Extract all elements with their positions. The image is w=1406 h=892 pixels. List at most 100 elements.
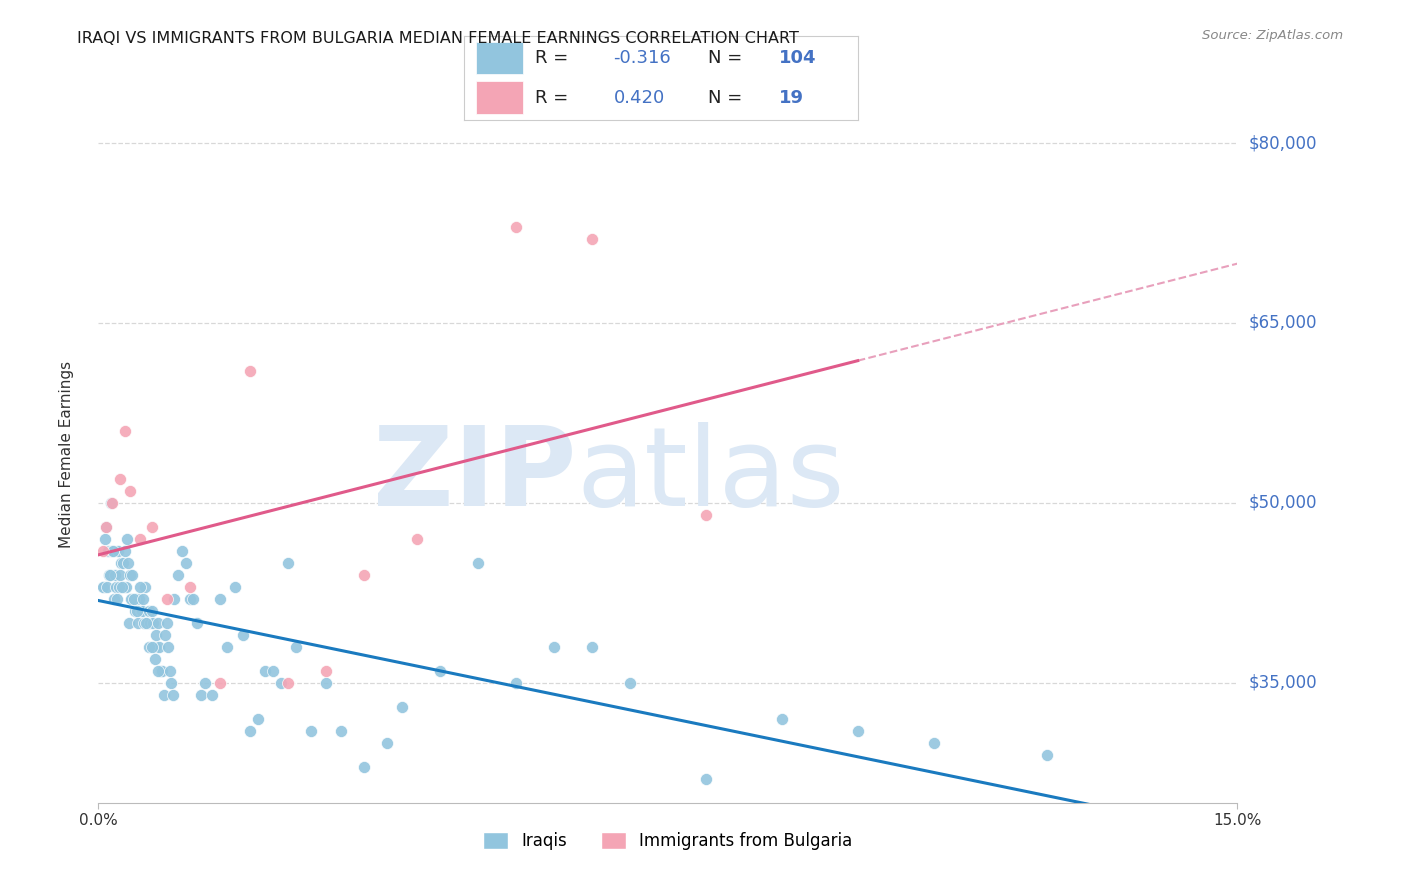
Point <box>239 364 262 378</box>
Point <box>179 591 201 606</box>
Point <box>96 544 118 558</box>
Point <box>1036 747 1059 762</box>
Point <box>108 567 131 582</box>
Y-axis label: Median Female Earnings: Median Female Earnings <box>59 361 75 549</box>
Point <box>581 640 603 654</box>
Point <box>254 664 277 678</box>
Point <box>186 615 208 630</box>
Point <box>91 580 114 594</box>
Point <box>103 591 125 606</box>
Point <box>120 567 142 582</box>
Point <box>98 567 121 582</box>
Point <box>179 580 201 594</box>
Point <box>391 699 413 714</box>
Point <box>156 615 179 630</box>
Point <box>148 640 170 654</box>
Text: $50,000: $50,000 <box>1249 494 1317 512</box>
Point <box>127 604 149 618</box>
Point <box>190 688 212 702</box>
Point <box>129 580 152 594</box>
Point <box>141 640 163 654</box>
Point <box>770 712 793 726</box>
Point <box>120 483 142 498</box>
Point <box>163 591 186 606</box>
Legend: Iraqis, Immigrants from Bulgaria: Iraqis, Immigrants from Bulgaria <box>477 826 859 857</box>
Point <box>111 556 134 570</box>
Point <box>104 567 127 582</box>
Point <box>138 604 160 618</box>
Point <box>122 591 145 606</box>
Point <box>406 532 429 546</box>
Point <box>93 580 115 594</box>
Point <box>315 676 337 690</box>
Point <box>94 520 117 534</box>
Point <box>128 591 150 606</box>
Text: Source: ZipAtlas.com: Source: ZipAtlas.com <box>1202 29 1343 42</box>
Text: N =: N = <box>709 88 748 106</box>
Point <box>143 640 166 654</box>
Point <box>101 544 124 558</box>
Point <box>543 640 565 654</box>
Point <box>107 544 129 558</box>
Point <box>505 676 527 690</box>
Point <box>277 676 299 690</box>
Point <box>149 664 172 678</box>
Point <box>160 676 183 690</box>
Point <box>148 664 170 678</box>
Point <box>232 628 254 642</box>
Point <box>152 688 174 702</box>
Point <box>183 591 205 606</box>
Point <box>101 544 124 558</box>
Point <box>146 615 169 630</box>
Point <box>156 591 179 606</box>
Text: -0.316: -0.316 <box>613 49 671 67</box>
Point <box>846 723 869 738</box>
Bar <box>475 81 523 113</box>
Point <box>284 640 307 654</box>
Point <box>122 591 145 606</box>
Point <box>129 604 152 618</box>
Point <box>375 736 398 750</box>
Point <box>201 688 224 702</box>
Point <box>141 604 163 618</box>
Point <box>194 676 217 690</box>
Point <box>121 567 143 582</box>
Point <box>353 760 375 774</box>
Point <box>132 591 155 606</box>
Point <box>132 615 155 630</box>
Point <box>120 591 142 606</box>
Point <box>131 604 153 618</box>
Point <box>581 232 603 246</box>
Point <box>124 604 146 618</box>
Text: 0.420: 0.420 <box>613 88 665 106</box>
Text: 19: 19 <box>779 88 804 106</box>
Point <box>150 664 173 678</box>
Point <box>129 532 152 546</box>
Point <box>162 688 184 702</box>
Point <box>110 556 132 570</box>
Point <box>922 736 945 750</box>
Point <box>217 640 239 654</box>
Point <box>94 520 117 534</box>
Point <box>114 580 136 594</box>
Point <box>170 544 193 558</box>
Point <box>262 664 284 678</box>
Text: $35,000: $35,000 <box>1249 673 1317 692</box>
Point <box>167 567 190 582</box>
Point <box>100 496 122 510</box>
Point <box>127 615 149 630</box>
Point <box>695 508 717 522</box>
Point <box>157 640 180 654</box>
Point <box>101 496 124 510</box>
Point <box>117 556 139 570</box>
Point <box>246 712 269 726</box>
Point <box>141 520 163 534</box>
Point <box>619 676 641 690</box>
Text: $80,000: $80,000 <box>1249 134 1317 152</box>
Text: R =: R = <box>534 88 574 106</box>
Point <box>277 556 299 570</box>
Point <box>142 615 165 630</box>
Point <box>145 628 167 642</box>
Point <box>112 580 135 594</box>
Point <box>159 664 181 678</box>
